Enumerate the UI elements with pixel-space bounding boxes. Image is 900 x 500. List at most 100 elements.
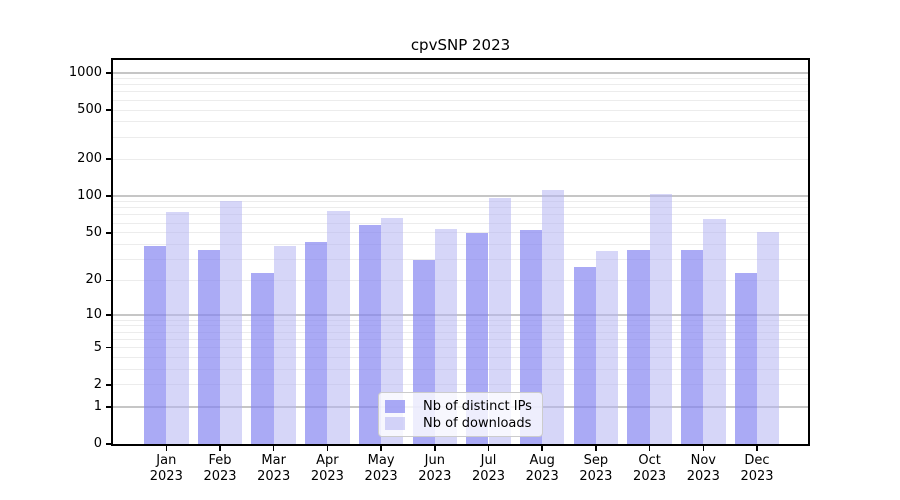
- minor-gridline: [113, 347, 808, 349]
- bar-distinct-ips-mar: [251, 273, 274, 444]
- major-gridline: [113, 195, 808, 197]
- x-tick-label: May 2023: [364, 453, 398, 484]
- y-tick: [106, 279, 113, 282]
- x-tick: [487, 444, 490, 451]
- y-tick-label: 0: [93, 436, 102, 451]
- minor-gridline: [113, 369, 808, 371]
- bar-distinct-ips-dec: [734, 273, 757, 444]
- bar-downloads-mar: [273, 245, 296, 444]
- legend-label-downloads: Nb of downloads: [423, 416, 532, 431]
- chart-title: cpvSNP 2023: [410, 36, 511, 54]
- minor-gridline: [113, 201, 808, 203]
- bar-distinct-ips-sep: [573, 266, 596, 444]
- minor-gridline: [113, 99, 808, 101]
- minor-gridline: [113, 279, 808, 281]
- minor-gridline: [113, 331, 808, 333]
- y-tick-label: 20: [85, 272, 102, 288]
- y-tick: [106, 443, 113, 445]
- x-tick-label: Apr 2023: [310, 453, 344, 484]
- minor-gridline: [113, 325, 808, 327]
- x-tick: [595, 444, 597, 451]
- bar-distinct-ips-apr: [305, 241, 328, 444]
- bar-downloads-dec: [757, 231, 780, 444]
- minor-gridline: [113, 109, 808, 111]
- minor-gridline: [113, 384, 808, 386]
- x-tick: [434, 444, 436, 451]
- x-tick-label: Dec 2023: [740, 453, 774, 484]
- bar-downloads-jun: [434, 228, 458, 444]
- y-tick-label: 1000: [68, 64, 102, 80]
- y-tick: [106, 346, 113, 349]
- y-tick-label: 5: [93, 339, 102, 355]
- bar-distinct-ips-nov: [681, 250, 704, 444]
- minor-gridline: [113, 338, 808, 340]
- bar-downloads-may: [381, 218, 404, 444]
- y-tick: [106, 72, 113, 74]
- x-tick-label: Nov 2023: [686, 453, 720, 484]
- legend: Nb of distinct IPs Nb of downloads: [378, 392, 543, 437]
- bar-downloads-apr: [327, 210, 350, 444]
- minor-gridline: [113, 214, 808, 216]
- bar-downloads-nov: [703, 218, 726, 444]
- minor-gridline: [113, 259, 808, 261]
- x-tick: [380, 444, 382, 451]
- major-gridline: [113, 314, 808, 316]
- x-tick: [219, 444, 221, 451]
- x-tick-label: Mar 2023: [257, 453, 291, 484]
- y-tick: [106, 384, 113, 386]
- x-tick: [165, 444, 168, 451]
- y-tick-label: 50: [85, 224, 102, 240]
- minor-gridline: [113, 319, 808, 321]
- bar-distinct-ips-may: [358, 224, 382, 444]
- bar-downloads-sep: [595, 251, 619, 444]
- minor-gridline: [113, 207, 808, 209]
- legend-label-distinct-ips: Nb of distinct IPs: [423, 399, 532, 414]
- minor-gridline: [113, 243, 808, 245]
- major-gridline: [113, 72, 808, 74]
- x-tick: [272, 444, 275, 451]
- minor-gridline: [113, 232, 808, 234]
- bar-distinct-ips-feb: [197, 250, 220, 444]
- downloads-swatch: [385, 417, 405, 430]
- y-tick: [106, 195, 113, 197]
- minor-gridline: [113, 222, 808, 224]
- y-tick-label: 10: [85, 307, 102, 323]
- y-tick: [106, 158, 113, 160]
- x-tick: [756, 444, 758, 451]
- bar-downloads-aug: [542, 189, 565, 444]
- bar-distinct-ips-jan: [144, 245, 167, 444]
- minor-gridline: [113, 136, 808, 138]
- bar-distinct-ips-oct: [627, 250, 650, 444]
- y-tick: [106, 314, 113, 316]
- y-tick: [106, 406, 113, 408]
- y-tick-label: 2: [93, 376, 102, 392]
- bar-downloads-jul: [488, 198, 511, 444]
- x-tick: [702, 444, 705, 451]
- minor-gridline: [113, 84, 808, 86]
- plot-border: [111, 58, 810, 446]
- distinct-ips-swatch: [385, 400, 405, 413]
- bar-downloads-feb: [220, 201, 243, 444]
- y-tick-label: 200: [77, 151, 102, 167]
- minor-gridline: [113, 357, 808, 359]
- y-tick-label: 1: [93, 398, 102, 414]
- x-tick-label: Jul 2023: [471, 453, 506, 484]
- x-tick-label: Oct 2023: [633, 453, 667, 484]
- minor-gridline: [113, 91, 808, 93]
- minor-gridline: [113, 78, 808, 79]
- x-tick: [541, 444, 543, 451]
- x-tick-label: Sep 2023: [579, 453, 613, 484]
- x-tick: [648, 444, 651, 451]
- x-tick-label: Jun 2023: [418, 453, 452, 484]
- y-tick: [106, 109, 113, 111]
- minor-gridline: [113, 158, 808, 160]
- x-tick-label: Aug 2023: [525, 453, 559, 484]
- bar-downloads-oct: [649, 194, 672, 444]
- legend-item-downloads: Nb of downloads: [385, 415, 536, 432]
- x-tick-label: Jan 2023: [149, 453, 183, 484]
- plot-area: [113, 60, 808, 444]
- bar-downloads-jan: [166, 212, 189, 444]
- x-tick-label: Feb 2023: [203, 453, 237, 484]
- bar-distinct-ips-jul: [466, 232, 489, 444]
